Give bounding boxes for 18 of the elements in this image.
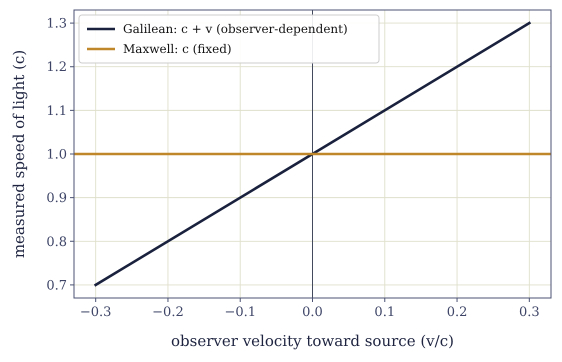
y-axis-title: measured speed of light (c): [10, 50, 28, 258]
y-tick-label: 0.9: [46, 191, 67, 206]
legend-label: Galilean: c + v (observer-dependent): [123, 22, 348, 36]
y-tick-label: 1.3: [46, 16, 67, 32]
legend-label: Maxwell: c (fixed): [123, 42, 232, 56]
x-tick-label: 0.1: [374, 305, 396, 320]
x-tick-label: −0.3: [80, 305, 112, 320]
x-tick-label: 0.3: [518, 305, 540, 320]
x-tick-label: −0.2: [152, 305, 184, 320]
x-tick-label: −0.1: [224, 305, 256, 320]
y-tick-label: 1.2: [46, 60, 67, 76]
x-tick-label: 0.2: [446, 305, 468, 320]
y-tick-label: 1.1: [46, 104, 67, 119]
y-tick-label: 1.0: [46, 148, 67, 162]
y-tick-label: 0.8: [46, 234, 67, 250]
x-axis-title: observer velocity toward source (v/c): [171, 332, 454, 350]
x-tick-label: 0.0: [302, 305, 323, 320]
y-tick-label: 0.7: [46, 278, 67, 294]
